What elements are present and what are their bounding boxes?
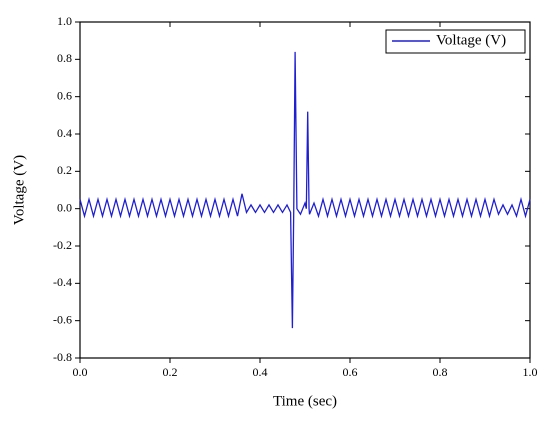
y-tick-label: -0.2 — [53, 238, 72, 252]
y-tick-label: -0.6 — [53, 312, 72, 326]
y-axis-title: Voltage (V) — [11, 155, 27, 225]
y-tick-label: 0.8 — [57, 51, 72, 65]
y-tick-label: 0.2 — [57, 163, 72, 177]
y-tick-label: 0.0 — [57, 200, 72, 214]
x-tick-label: 0.6 — [343, 365, 358, 379]
x-tick-label: 0.8 — [433, 365, 448, 379]
y-tick-label: -0.8 — [53, 350, 72, 364]
x-tick-label: 0.2 — [163, 365, 178, 379]
y-tick-label: 0.6 — [57, 88, 72, 102]
x-axis-title: Time (sec) — [273, 393, 337, 409]
voltage-line — [79, 51, 531, 329]
y-tick-label: 1.0 — [57, 14, 72, 28]
x-tick-label: 0.4 — [253, 365, 268, 379]
legend-box — [385, 29, 526, 54]
y-tick-label: -0.4 — [53, 275, 72, 289]
plot-frame — [79, 21, 531, 359]
x-tick-label: 1.0 — [523, 365, 538, 379]
y-tick-label: 0.4 — [57, 126, 72, 140]
x-tick-label: 0.0 — [73, 365, 88, 379]
legend-label: Voltage (V) — [436, 32, 506, 48]
